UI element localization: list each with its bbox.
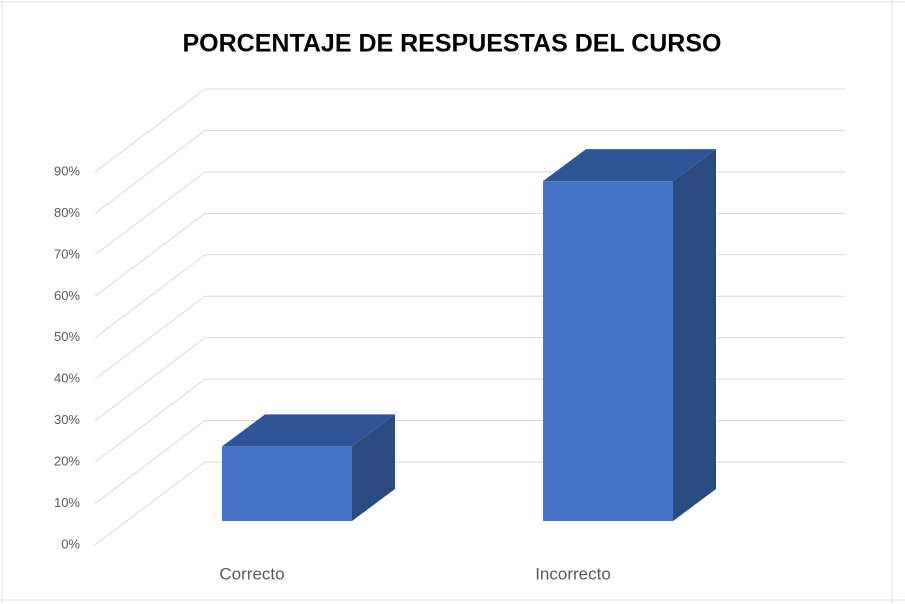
grid-line [94, 461, 206, 546]
grid-line [94, 420, 206, 504]
y-tick-label: 70% [54, 246, 80, 261]
y-tick-label: 10% [54, 495, 80, 510]
bar [222, 414, 395, 521]
grid-line [94, 378, 206, 463]
bar-face [352, 414, 395, 521]
bar-face [222, 414, 395, 447]
y-tick-label: 20% [54, 454, 80, 469]
bar-face [543, 181, 673, 521]
grid-line [94, 171, 206, 256]
y-tick-label: 0% [61, 536, 80, 551]
y-tick-label: 40% [54, 371, 80, 386]
grid-line [94, 337, 206, 422]
x-tick-label: Correcto [219, 564, 284, 583]
y-tick-label: 60% [54, 288, 80, 303]
bar [543, 149, 716, 521]
grid-line [94, 295, 206, 380]
grid-line [94, 130, 206, 214]
y-tick-label: 80% [54, 205, 80, 220]
y-tick-label: 50% [54, 329, 80, 344]
y-tick-label: 90% [54, 163, 80, 178]
grid-line [94, 254, 206, 339]
grid-line [94, 88, 206, 173]
grid-line [94, 212, 206, 297]
x-tick-label: Incorrecto [535, 564, 611, 583]
bar-face [222, 446, 352, 521]
y-tick-label: 30% [54, 412, 80, 427]
bar-face [543, 149, 716, 182]
chart-title: PORCENTAJE DE RESPUESTAS DEL CURSO [183, 30, 722, 58]
bar-face [673, 149, 716, 521]
